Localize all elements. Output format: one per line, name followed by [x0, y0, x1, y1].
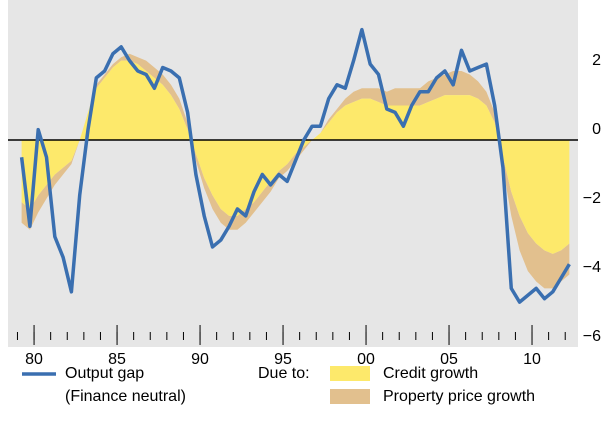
x-tick-label: 00	[357, 351, 375, 368]
x-tick-label: 80	[25, 351, 43, 368]
legend-label: Property price growth	[383, 388, 535, 405]
x-tick-label: 90	[191, 351, 209, 368]
legend-label: Credit growth	[383, 365, 478, 382]
credit-area	[21, 60, 570, 254]
x-tick-label: 05	[440, 351, 458, 368]
x-tick-label: 10	[523, 351, 541, 368]
y-tick-label: −2	[583, 190, 601, 207]
x-tick-label: 85	[108, 351, 126, 368]
output-gap-line	[19, 27, 571, 304]
plot-background	[8, 0, 578, 347]
y-tick-label: −4	[583, 259, 601, 276]
legend-label: Output gap (Finance neutral)	[65, 365, 186, 405]
y-tick-label: 0	[592, 121, 601, 138]
legend-swatch	[330, 389, 370, 404]
x-tick-label: 95	[274, 351, 292, 368]
legend-swatch	[330, 366, 370, 381]
y-tick-label: −6	[583, 328, 601, 345]
y-tick-label: 2	[592, 52, 601, 69]
legend-heading: Due to:	[258, 365, 310, 382]
